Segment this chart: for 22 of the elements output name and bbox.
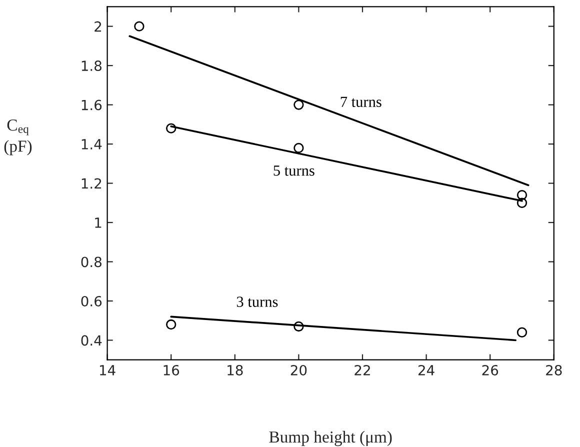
y-axis-title: C$_{eq}$ (pF) — [4, 119, 32, 156]
y-tick-label: 1.6 — [82, 100, 102, 110]
x-tick-label: 14 — [100, 365, 116, 376]
y-tick-label: 2 — [94, 21, 102, 32]
series-label: 5 turns — [274, 166, 314, 176]
x-tick-label: 24 — [418, 364, 434, 376]
series-label: 3 turns — [236, 296, 278, 307]
x-tick-label: 26 — [482, 364, 498, 376]
x-tick-label: 22 — [354, 364, 370, 376]
y-tick-label: 1.2 — [82, 178, 102, 189]
y-tick-label: 1.8 — [82, 60, 102, 72]
series-label: 7 turns — [340, 96, 382, 107]
y-tick-label: 0.4 — [81, 335, 102, 346]
y-tick-label: 0.6 — [81, 296, 102, 306]
x-tick-label: 20 — [290, 364, 307, 376]
y-tick-label: 1.4 — [82, 139, 102, 150]
x-tick-label: 18 — [228, 364, 243, 376]
x-tick-label: 16 — [164, 364, 180, 376]
x-axis-title: Bump height (μm) — [269, 430, 392, 446]
y-tick-label: 0.8 — [81, 256, 102, 268]
x-tick-label: 28 — [546, 364, 562, 376]
y-tick-label: 1 — [95, 218, 102, 228]
